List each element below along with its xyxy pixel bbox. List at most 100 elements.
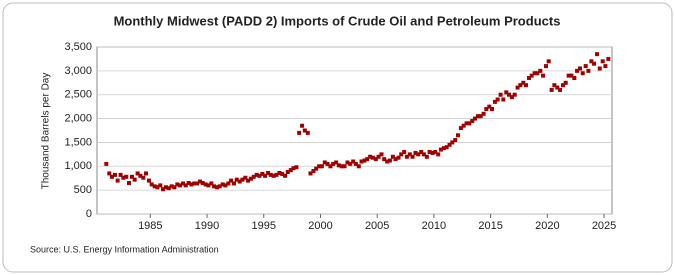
point xyxy=(433,149,438,154)
point xyxy=(467,121,472,126)
point xyxy=(322,160,327,165)
point xyxy=(129,174,134,179)
point xyxy=(518,83,523,88)
x-tick-label: 2010 xyxy=(422,220,446,232)
point xyxy=(365,157,370,162)
point xyxy=(172,185,177,190)
point xyxy=(515,85,520,90)
point xyxy=(575,68,580,73)
point xyxy=(294,165,299,170)
point xyxy=(376,154,381,159)
y-tick-label: 1,500 xyxy=(64,136,92,148)
y-tick-label: 3,500 xyxy=(64,41,92,53)
point xyxy=(475,114,480,119)
point xyxy=(126,180,131,185)
point xyxy=(555,85,560,90)
point xyxy=(195,181,200,186)
point xyxy=(237,179,242,184)
point xyxy=(509,95,514,100)
point xyxy=(198,179,202,184)
point xyxy=(407,152,412,157)
point xyxy=(180,181,185,186)
point xyxy=(586,68,591,73)
point xyxy=(212,184,217,189)
point xyxy=(263,173,268,178)
point xyxy=(436,152,441,157)
point xyxy=(538,68,543,73)
point xyxy=(249,176,254,181)
point xyxy=(314,166,319,171)
point xyxy=(362,158,367,163)
point xyxy=(399,152,404,157)
point xyxy=(189,182,194,187)
point xyxy=(402,149,407,154)
point xyxy=(297,130,302,135)
point xyxy=(229,178,234,183)
point xyxy=(223,183,228,188)
point xyxy=(118,172,123,177)
point xyxy=(144,171,149,176)
x-tick-label: 1995 xyxy=(252,220,276,232)
point xyxy=(183,183,188,188)
point xyxy=(175,182,180,187)
x-tick-label: 2020 xyxy=(535,220,559,232)
point xyxy=(234,177,239,182)
point xyxy=(385,159,390,164)
point xyxy=(155,185,160,190)
point xyxy=(501,97,506,102)
point xyxy=(178,183,183,188)
point xyxy=(444,145,449,150)
point xyxy=(592,61,597,66)
point xyxy=(112,172,117,177)
point xyxy=(489,107,494,112)
point xyxy=(192,181,197,186)
y-tick-label: 1,000 xyxy=(64,160,92,172)
point xyxy=(277,170,282,175)
point xyxy=(472,116,477,121)
point xyxy=(217,184,222,189)
point xyxy=(524,83,529,88)
point xyxy=(478,114,483,119)
point xyxy=(595,52,600,57)
point xyxy=(387,158,392,163)
point xyxy=(353,161,358,166)
point xyxy=(161,187,166,192)
x-tick-label: 2025 xyxy=(592,220,616,232)
point xyxy=(266,170,271,175)
point xyxy=(368,154,373,159)
x-tick-label: 2000 xyxy=(308,220,332,232)
point xyxy=(606,56,611,61)
point xyxy=(356,164,361,169)
point xyxy=(240,177,245,182)
point xyxy=(563,80,568,85)
point xyxy=(603,64,608,69)
point xyxy=(220,182,225,187)
point xyxy=(532,71,537,76)
point xyxy=(243,175,248,180)
point xyxy=(535,71,540,76)
point xyxy=(541,73,546,78)
point xyxy=(283,173,288,178)
point xyxy=(260,171,265,176)
point xyxy=(104,161,109,166)
point xyxy=(379,152,384,157)
point xyxy=(339,164,344,169)
point xyxy=(124,174,129,179)
point xyxy=(141,175,146,180)
point xyxy=(495,97,500,102)
point xyxy=(135,171,140,176)
point xyxy=(336,163,341,168)
y-tick-label: 0 xyxy=(86,208,92,220)
point xyxy=(413,150,418,155)
point xyxy=(209,181,214,186)
point xyxy=(166,186,171,191)
point xyxy=(600,59,605,64)
point xyxy=(498,92,503,97)
point xyxy=(121,175,126,180)
point xyxy=(430,150,435,155)
point xyxy=(319,164,324,169)
point xyxy=(438,147,443,152)
point xyxy=(254,172,259,177)
point xyxy=(572,76,577,81)
point xyxy=(529,73,534,78)
